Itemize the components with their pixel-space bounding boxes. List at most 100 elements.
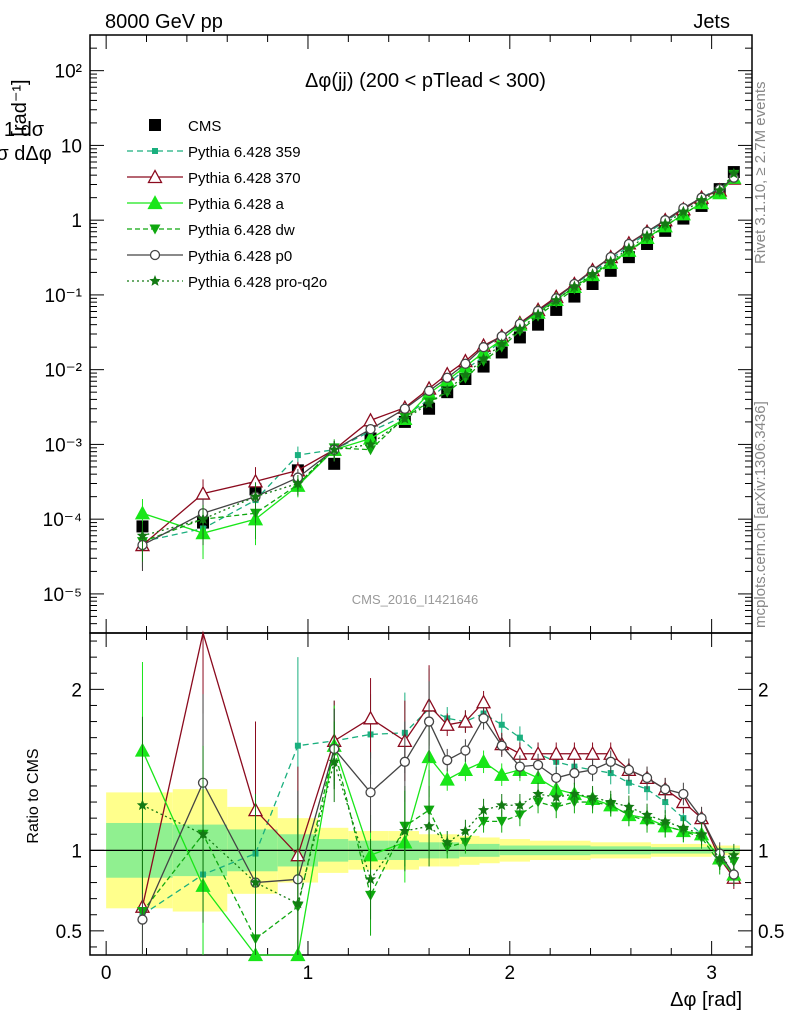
legend-label: Pythia 6.428 370 (188, 170, 301, 187)
ratio-point (662, 799, 669, 806)
ratio-y-tick-label-right: 2 (758, 680, 769, 701)
ratio-point (728, 849, 740, 860)
ratio-point (569, 767, 580, 779)
data-point (586, 268, 599, 279)
data-point (364, 438, 377, 450)
legend-label: Pythia 6.428 pro-q2o (188, 274, 327, 291)
legend: CMS Pythia 6.428 359 Pythia 6.428 370 Pythi… (127, 118, 327, 291)
ratio-point (362, 710, 379, 725)
header-right: Jets (693, 11, 730, 33)
y-tick-label: 10⁻⁴ (43, 510, 82, 531)
data-point (568, 290, 581, 303)
ratio-point (137, 914, 148, 925)
ratio-point (586, 791, 599, 803)
ratio-point (399, 756, 411, 767)
ratio-point (477, 804, 490, 815)
ratio-point (460, 745, 471, 756)
ratio-point (439, 771, 455, 786)
legend-label: CMS (188, 118, 221, 135)
x-tick-label: 3 (706, 963, 717, 984)
data-point (134, 505, 151, 520)
data-point (459, 368, 472, 380)
ratio-point (399, 825, 411, 836)
data-point (442, 372, 453, 383)
data-point (641, 233, 653, 244)
ratio-point (566, 745, 582, 760)
side-label-top: Rivet 3.1.10, ≥ 2.7M events (752, 82, 769, 265)
legend-item: Pythia 6.428 p0 (127, 248, 292, 265)
ratio-point (548, 745, 564, 760)
ratio-point (423, 820, 435, 832)
legend-marker (152, 148, 158, 154)
ratio-point (623, 764, 635, 775)
ratio-point (249, 876, 262, 888)
ratio-point (475, 694, 492, 709)
data-point (496, 338, 508, 349)
ratio-point (605, 756, 616, 767)
legend-item: Pythia 6.428 dw (127, 222, 295, 239)
ratio-point (478, 713, 489, 724)
data-point (441, 384, 453, 396)
data-point (695, 194, 708, 205)
y-tick-label: 10 (61, 136, 82, 157)
y-label-unit: [rad⁻¹] (9, 79, 31, 136)
ratio-point (568, 788, 581, 799)
ratio-point (551, 772, 562, 784)
ratio-point (457, 713, 473, 728)
ratio-point (677, 821, 690, 833)
side-label-bottom: mcplots.cern.ch [arXiv:1306.3436] (752, 401, 769, 628)
ratio-point (364, 873, 377, 885)
ratio-y-tick-label: 2 (71, 680, 82, 701)
y-label-numerator: 1 dσ (4, 119, 45, 141)
legend-label: Pythia 6.428 p0 (188, 248, 292, 265)
data-point (550, 294, 562, 305)
ratio-point (459, 825, 472, 836)
data-point (399, 412, 411, 424)
ratio-point (498, 721, 505, 728)
data-point (550, 303, 563, 316)
ratio-point (605, 796, 617, 807)
ratio-point (292, 897, 304, 909)
ratio-series-5 (136, 716, 740, 955)
ratio-point (478, 816, 490, 827)
ratio-point (714, 852, 726, 864)
ratio-point (494, 766, 510, 781)
legend-marker (147, 169, 163, 184)
x-tick-label: 1 (303, 963, 314, 984)
data-point (514, 323, 526, 334)
data-point (623, 242, 635, 254)
data-point (714, 184, 726, 196)
ratio-point (532, 759, 544, 771)
ratio-point (441, 836, 453, 848)
data-point (328, 443, 340, 455)
ratio-point (423, 716, 435, 727)
ratio-point (328, 755, 340, 767)
y-label-denominator: σ dΔφ (0, 143, 52, 165)
ratio-point (457, 761, 473, 776)
ratio-point (660, 784, 671, 795)
ratio-point (641, 772, 653, 784)
legend-label: Pythia 6.428 a (188, 196, 285, 213)
data-point (294, 452, 301, 459)
ratio-point (459, 837, 471, 848)
ratio-point (728, 869, 739, 880)
ratio-point (475, 753, 492, 768)
y-tick-label: 1 (71, 211, 82, 232)
data-point (623, 247, 635, 258)
legend-item: Pythia 6.428 370 (127, 169, 301, 187)
ratio-point (496, 816, 508, 827)
ratio-y-tick-label: 1 (71, 841, 82, 862)
ratio-point (625, 779, 632, 786)
ratio-plot: 0 1 2 3 0.5 0.5 1 1 2 2 (56, 630, 784, 984)
ratio-point (365, 787, 376, 798)
header-left: 8000 GeV pp (105, 11, 223, 33)
ratio-point (587, 764, 598, 775)
ratio-point (514, 799, 526, 811)
ratio-y-tick-label: 0.5 (56, 922, 82, 943)
legend-marker (149, 119, 161, 131)
data-point (659, 217, 671, 229)
y-tick-label: 10⁻⁵ (43, 585, 82, 606)
data-point (677, 205, 690, 217)
plot-title: Δφ(jj) (200 < pTlead < 300) (305, 70, 546, 92)
